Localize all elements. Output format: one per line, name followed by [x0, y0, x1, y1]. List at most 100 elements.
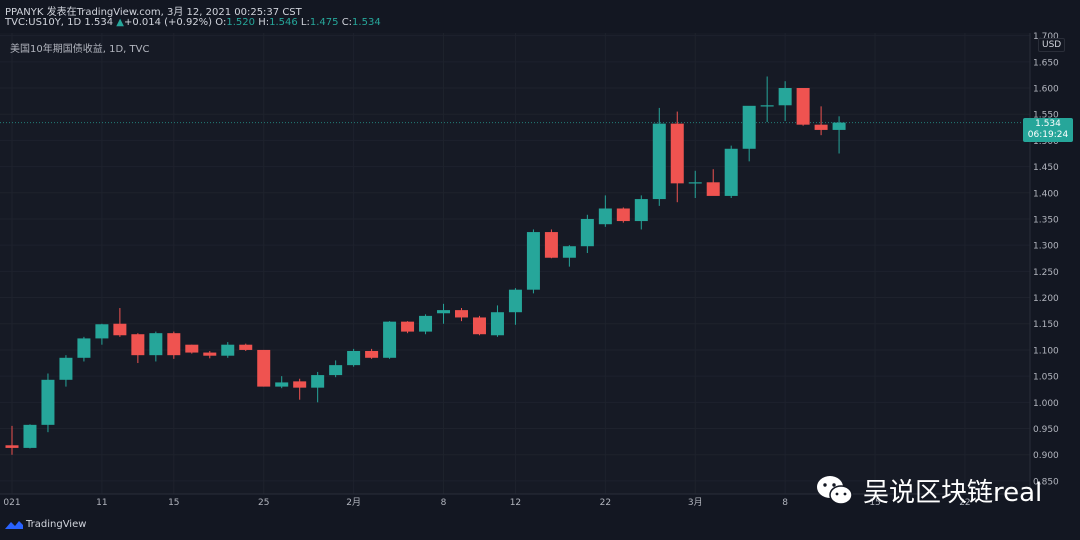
x-tick-label: 11 [96, 498, 107, 508]
tradingview-logo[interactable]: TradingView [5, 519, 86, 530]
candle-body[interactable] [59, 357, 73, 380]
candle-body[interactable] [41, 379, 55, 425]
candle-body[interactable] [347, 350, 361, 366]
close-label: C: [341, 17, 353, 28]
candle-body[interactable] [706, 182, 720, 196]
y-tick-label: 1.300 [1033, 242, 1059, 252]
candle-body[interactable] [616, 208, 630, 222]
candle-body[interactable] [275, 382, 289, 387]
x-tick-label: 2月 [346, 497, 361, 508]
y-tick-label: 1.400 [1033, 189, 1059, 199]
candle-body[interactable] [401, 321, 415, 332]
candle-body[interactable] [455, 310, 468, 318]
candle-body[interactable] [652, 123, 666, 200]
y-tick-label: 1.700 [1033, 32, 1059, 42]
candle-body[interactable] [113, 323, 127, 336]
y-tick-label: 1.250 [1033, 268, 1059, 278]
candle-body[interactable] [688, 182, 702, 184]
open-label: O: [215, 17, 227, 28]
high-value: 1.546 [269, 17, 298, 28]
y-tick-label: 1.050 [1033, 373, 1059, 383]
candle-body[interactable] [670, 123, 684, 184]
candle-body[interactable] [311, 375, 325, 388]
candle-body[interactable] [778, 88, 792, 106]
y-tick-label: 1.550 [1033, 111, 1059, 121]
candle-body[interactable] [95, 324, 109, 339]
candle-body[interactable] [742, 105, 756, 149]
y-tick-label: 1.100 [1033, 346, 1059, 356]
x-tick-label: 021 [3, 498, 20, 508]
candle-body[interactable] [760, 105, 774, 107]
close-value: 1.534 [352, 17, 381, 28]
candle-body[interactable] [437, 310, 451, 314]
y-tick-label: 1.650 [1033, 58, 1059, 68]
candle-body[interactable] [796, 88, 810, 125]
candle-body[interactable] [365, 350, 379, 358]
x-tick-label: 12 [510, 498, 521, 508]
candle-body[interactable] [544, 232, 558, 258]
wechat-icon [817, 475, 853, 505]
candle-body[interactable] [598, 208, 612, 225]
candle-body[interactable] [580, 218, 594, 247]
candle-body[interactable] [167, 333, 181, 356]
candle-body[interactable] [634, 199, 648, 222]
y-tick-label: 1.350 [1033, 215, 1059, 225]
candle-body[interactable] [329, 365, 343, 376]
last-price: 1.534 [84, 17, 114, 28]
y-tick-label: 1.150 [1033, 320, 1059, 330]
y-tick-label: 0.900 [1033, 451, 1059, 461]
change-value: +0.014 (+0.92%) [123, 17, 213, 28]
candle-body[interactable] [562, 246, 576, 258]
candle-body[interactable] [131, 334, 145, 356]
x-tick-label: 3月 [688, 497, 703, 508]
candle-body[interactable] [383, 321, 397, 358]
series-title: 美国10年期国债收益, 1D, TVC [10, 44, 150, 55]
candle-body[interactable] [149, 333, 163, 356]
price-tag-countdown: 06:19:24 [1027, 130, 1069, 140]
candle-body[interactable] [23, 424, 37, 448]
y-tick-label: 0.850 [1033, 477, 1059, 487]
y-tick-label: 1.000 [1033, 399, 1059, 409]
high-label: H: [258, 17, 270, 28]
watermark: 吴说区块链real [815, 472, 1042, 509]
candle-body[interactable] [814, 124, 828, 130]
logo-text: TradingView [26, 519, 87, 530]
publish-info: PPANYK 发表在TradingView.com, 3月 12, 2021 0… [5, 7, 302, 18]
x-tick-label: 15 [869, 498, 880, 508]
last-price-tag: 1.534 06:19:24 [1023, 118, 1073, 142]
x-tick-label: 8 [441, 498, 447, 508]
tradingview-logo-icon [5, 520, 23, 529]
x-tick-label: 25 [258, 498, 269, 508]
y-tick-label: 1.450 [1033, 163, 1059, 173]
price-tag-value: 1.534 [1035, 119, 1061, 129]
candle-body[interactable] [293, 381, 307, 388]
candle-body[interactable] [203, 352, 217, 356]
x-tick-label: 22 [600, 498, 611, 508]
x-tick-label: 15 [168, 498, 179, 508]
low-label: L: [300, 17, 310, 28]
candle-body[interactable] [526, 232, 540, 290]
candle-body[interactable] [239, 344, 253, 350]
candle-body[interactable] [185, 344, 199, 353]
candle-body[interactable] [508, 289, 522, 313]
watermark-text: 吴说区块链real [863, 478, 1043, 508]
candle-body[interactable] [77, 338, 91, 358]
ohlc-legend: TVC:US10Y, 1D 1.534 ▲+0.014 (+0.92%) O:1… [5, 17, 381, 28]
y-tick-label: 1.200 [1033, 294, 1059, 304]
candle-body[interactable] [832, 122, 846, 130]
candle-body[interactable] [472, 317, 486, 335]
candle-body[interactable] [257, 349, 271, 387]
open-value: 1.520 [226, 17, 255, 28]
low-value: 1.475 [309, 17, 339, 28]
y-tick-label: 0.950 [1033, 425, 1059, 435]
candle-body[interactable] [490, 312, 504, 336]
candle-body[interactable] [5, 445, 19, 448]
candle-body[interactable] [724, 148, 738, 196]
y-tick-label: 1.600 [1033, 85, 1059, 95]
currency-label[interactable]: USD [1038, 38, 1066, 52]
candle-body[interactable] [419, 315, 433, 332]
x-tick-label: 22 [959, 498, 970, 508]
symbol-label: TVC:US10Y, 1D [5, 17, 82, 28]
candle-body[interactable] [221, 344, 235, 356]
